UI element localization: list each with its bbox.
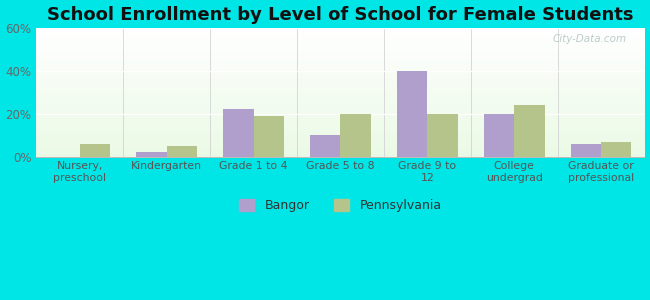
Bar bbox=[223, 110, 254, 157]
Bar bbox=[427, 114, 458, 157]
Bar bbox=[601, 142, 631, 157]
Legend: Bangor, Pennsylvania: Bangor, Pennsylvania bbox=[235, 194, 447, 217]
Bar bbox=[80, 144, 111, 157]
Bar bbox=[514, 105, 545, 157]
Bar bbox=[484, 114, 514, 157]
Bar bbox=[136, 152, 166, 157]
Text: City-Data.com: City-Data.com bbox=[552, 34, 626, 44]
Bar bbox=[397, 71, 427, 157]
Bar bbox=[254, 116, 284, 157]
Title: School Enrollment by Level of School for Female Students: School Enrollment by Level of School for… bbox=[47, 6, 634, 24]
Bar bbox=[571, 144, 601, 157]
Bar bbox=[166, 146, 197, 157]
Bar bbox=[310, 135, 341, 157]
Bar bbox=[341, 114, 371, 157]
